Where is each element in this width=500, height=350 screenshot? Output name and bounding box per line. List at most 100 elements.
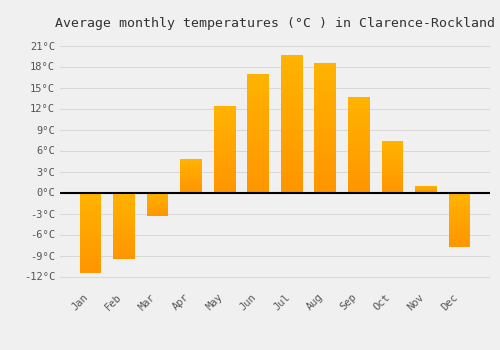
Bar [113, 237, 135, 238]
Bar [214, 111, 236, 112]
Bar [314, 182, 336, 184]
Bar [348, 122, 370, 124]
Bar [448, 203, 470, 204]
Bar [80, 270, 102, 272]
Bar [80, 203, 102, 204]
Bar [382, 183, 404, 184]
Bar [314, 160, 336, 162]
Bar [248, 115, 269, 117]
Bar [180, 174, 202, 175]
Bar [214, 155, 236, 157]
Bar [348, 120, 370, 122]
Bar [214, 161, 236, 162]
Bar [248, 113, 269, 115]
Bar [80, 195, 102, 197]
Bar [113, 229, 135, 230]
Bar [248, 178, 269, 181]
Bar [281, 179, 302, 181]
Bar [314, 186, 336, 188]
Bar [314, 121, 336, 124]
Bar [113, 220, 135, 221]
Bar [314, 139, 336, 141]
Bar [80, 199, 102, 201]
Bar [348, 175, 370, 176]
Bar [113, 224, 135, 225]
Bar [80, 218, 102, 219]
Bar [348, 114, 370, 116]
Bar [314, 171, 336, 173]
Bar [348, 172, 370, 173]
Bar [448, 241, 470, 243]
Bar [180, 182, 202, 183]
Bar [248, 135, 269, 137]
Bar [248, 123, 269, 125]
Bar [281, 91, 302, 94]
Bar [281, 176, 302, 179]
Bar [113, 194, 135, 195]
Bar [214, 160, 236, 161]
Bar [214, 149, 236, 151]
Bar [113, 230, 135, 231]
Bar [80, 269, 102, 270]
Bar [448, 236, 470, 237]
Bar [113, 246, 135, 247]
Bar [348, 111, 370, 113]
Bar [146, 211, 169, 212]
Bar [348, 149, 370, 151]
Bar [348, 106, 370, 108]
Bar [248, 133, 269, 135]
Bar [314, 188, 336, 190]
Bar [214, 165, 236, 167]
Bar [146, 198, 169, 199]
Bar [248, 127, 269, 129]
Bar [214, 118, 236, 119]
Bar [281, 188, 302, 190]
Bar [80, 261, 102, 262]
Bar [214, 188, 236, 190]
Bar [214, 132, 236, 134]
Bar [180, 184, 202, 185]
Bar [113, 258, 135, 259]
Bar [214, 169, 236, 171]
Bar [180, 176, 202, 177]
Bar [382, 154, 404, 155]
Bar [113, 219, 135, 220]
Bar [281, 121, 302, 124]
Bar [281, 103, 302, 105]
Bar [348, 170, 370, 172]
Bar [113, 250, 135, 251]
Bar [348, 186, 370, 188]
Bar [348, 164, 370, 165]
Bar [214, 190, 236, 191]
Bar [314, 76, 336, 78]
Bar [314, 80, 336, 83]
Bar [314, 190, 336, 192]
Bar [382, 187, 404, 188]
Bar [314, 98, 336, 100]
Bar [214, 180, 236, 181]
Bar [248, 153, 269, 155]
Bar [214, 115, 236, 117]
Bar [314, 91, 336, 93]
Bar [180, 164, 202, 165]
Bar [281, 75, 302, 78]
Bar [214, 148, 236, 149]
Bar [214, 177, 236, 178]
Bar [281, 110, 302, 112]
Bar [348, 108, 370, 110]
Bar [80, 223, 102, 225]
Bar [146, 203, 169, 204]
Bar [448, 197, 470, 198]
Bar [448, 239, 470, 240]
Bar [113, 225, 135, 226]
Bar [448, 229, 470, 230]
Bar [281, 64, 302, 66]
Bar [80, 198, 102, 199]
Bar [348, 183, 370, 184]
Bar [448, 223, 470, 224]
Bar [113, 195, 135, 196]
Bar [214, 135, 236, 136]
Bar [348, 98, 370, 100]
Bar [113, 197, 135, 198]
Bar [281, 165, 302, 167]
